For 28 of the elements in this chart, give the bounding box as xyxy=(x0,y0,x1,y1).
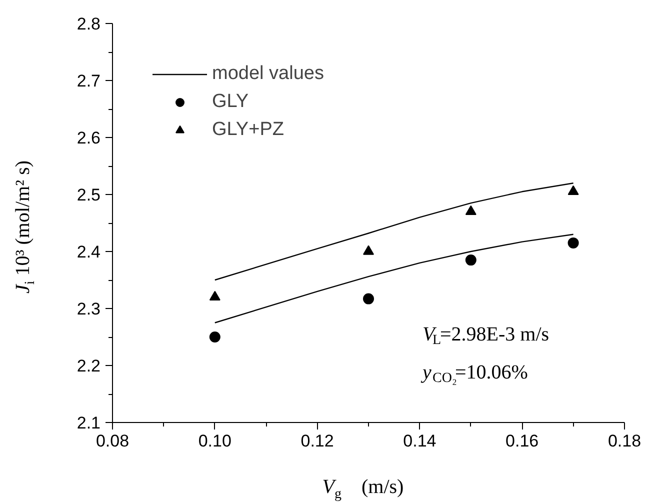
x-tick-label: 0.16 xyxy=(506,432,539,450)
y-tick-label: 2.3 xyxy=(76,300,101,318)
y-tick-label: 2.1 xyxy=(76,414,101,432)
x-tick-label: 0.10 xyxy=(198,432,232,450)
point xyxy=(363,245,374,255)
y-tick-label: 2.7 xyxy=(76,72,101,90)
point xyxy=(209,290,220,300)
y-tick-label: 2.4 xyxy=(76,242,101,262)
y-tick-label: 2.2 xyxy=(76,356,101,376)
line-series xyxy=(214,234,574,324)
legend-label: model values xyxy=(212,63,324,85)
point xyxy=(568,237,579,248)
point xyxy=(209,332,220,342)
point xyxy=(568,185,579,196)
x-tick-label: 0.12 xyxy=(300,432,334,450)
x-tick-label: 0.18 xyxy=(608,432,642,450)
point xyxy=(465,254,476,266)
line-series xyxy=(214,182,574,281)
point xyxy=(363,293,374,304)
text: V$_{g}$ (m/s) xyxy=(322,476,404,502)
legend-label: GLY xyxy=(212,91,249,113)
y-tick-label: 2.5 xyxy=(76,186,101,204)
x-tick-label: 0.08 xyxy=(96,432,130,450)
y-tick-label: 2.6 xyxy=(76,128,101,148)
y-tick-label: 2.8 xyxy=(76,14,101,34)
point xyxy=(465,205,476,215)
legend-label: GLY+PZ xyxy=(212,119,284,141)
x-tick-label: 0.14 xyxy=(403,432,436,450)
